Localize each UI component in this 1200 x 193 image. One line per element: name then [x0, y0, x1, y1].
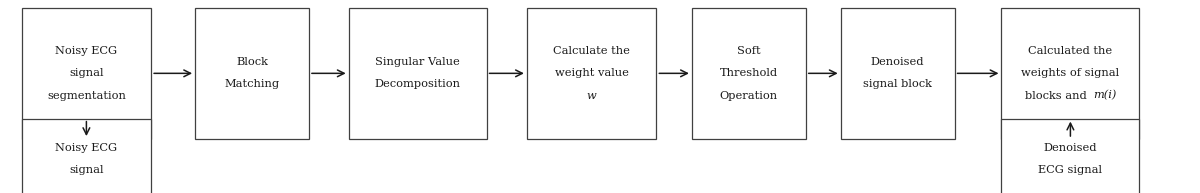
Text: blocks and m(i): blocks and m(i)	[1026, 90, 1115, 101]
Text: Soft: Soft	[737, 46, 761, 56]
Text: Noisy ECG: Noisy ECG	[55, 46, 118, 56]
Text: signal: signal	[70, 68, 103, 78]
Text: Singular Value: Singular Value	[376, 57, 460, 67]
Bar	[22, 119, 151, 193]
Bar	[840, 8, 955, 139]
Text: Calculated the: Calculated the	[1028, 46, 1112, 56]
Text: Matching: Matching	[224, 80, 280, 89]
Bar	[1001, 8, 1140, 139]
Text: Noisy ECG: Noisy ECG	[55, 143, 118, 153]
Text: weight value: weight value	[554, 68, 629, 78]
Text: ECG signal: ECG signal	[1038, 165, 1103, 175]
Text: Decomposition: Decomposition	[374, 80, 461, 89]
Bar	[348, 8, 487, 139]
Text: m(i): m(i)	[1093, 90, 1116, 101]
Text: w: w	[587, 91, 596, 101]
Bar	[527, 8, 656, 139]
Text: Threshold: Threshold	[720, 68, 778, 78]
Text: weights of signal: weights of signal	[1021, 68, 1120, 78]
Text: Denoised: Denoised	[1044, 143, 1097, 153]
Bar	[194, 8, 308, 139]
Text: Operation: Operation	[720, 91, 778, 101]
Text: blocks and: blocks and	[1025, 91, 1091, 101]
Bar	[692, 8, 806, 139]
Text: Calculate the: Calculate the	[553, 46, 630, 56]
Bar	[22, 8, 151, 139]
Text: signal: signal	[70, 165, 103, 175]
Text: segmentation: segmentation	[47, 91, 126, 101]
Bar	[1001, 119, 1140, 193]
Text: Block: Block	[236, 57, 268, 67]
Text: signal block: signal block	[863, 80, 932, 89]
Text: Denoised: Denoised	[871, 57, 924, 67]
